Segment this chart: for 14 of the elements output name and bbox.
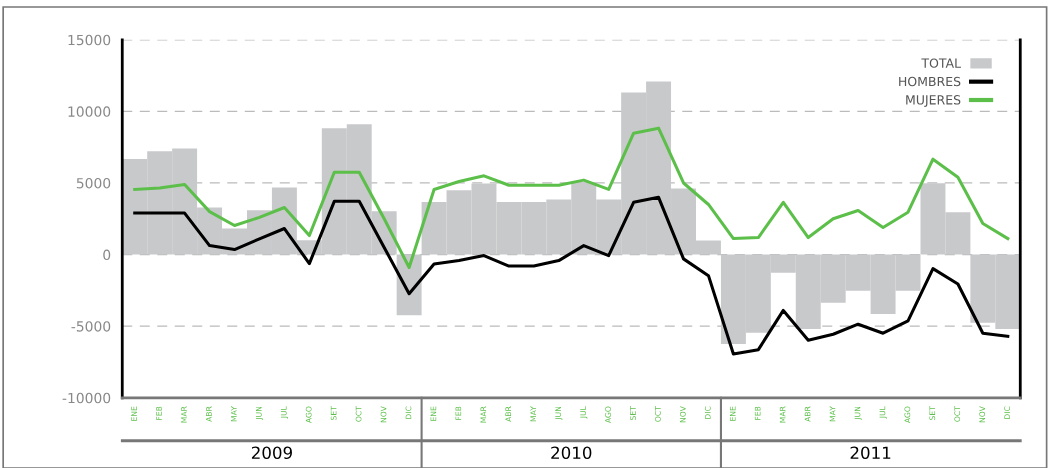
text: 2009 bbox=[251, 446, 292, 460]
text: 2011 bbox=[850, 446, 891, 460]
y-tick-label: -5000 bbox=[71, 321, 111, 332]
y-tick-label: 5000 bbox=[76, 177, 111, 189]
line-series bbox=[133, 126, 1010, 270]
y-tick-label: -10000 bbox=[62, 392, 111, 404]
legend-label: TOTAL bbox=[921, 58, 961, 68]
y-tick-label: 10000 bbox=[68, 106, 111, 117]
legend-label: HOMBRES bbox=[899, 76, 961, 87]
line-series bbox=[133, 195, 1010, 356]
legend-label: MUJERES bbox=[906, 95, 961, 107]
y-tick-label: 15000 bbox=[68, 34, 111, 46]
text: 2010 bbox=[551, 446, 592, 460]
y-tick-label: 0 bbox=[103, 249, 111, 261]
